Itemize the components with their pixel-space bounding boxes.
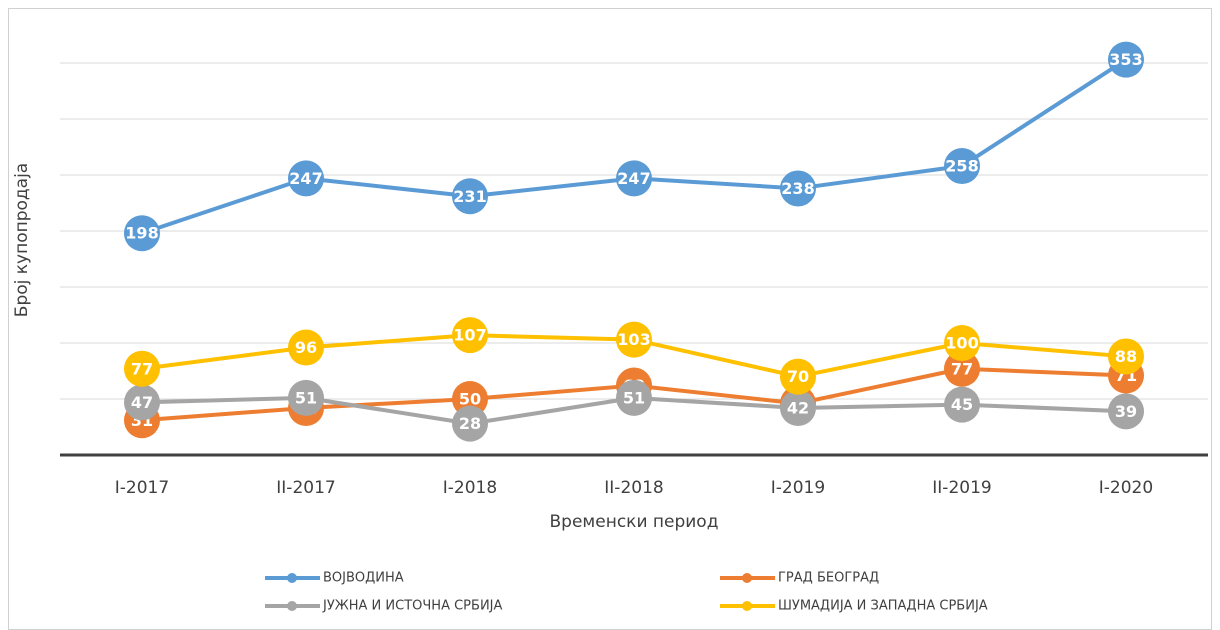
data-point — [944, 325, 980, 361]
data-label: 96 — [295, 338, 317, 357]
data-point — [944, 386, 980, 423]
data-label: 100 — [945, 334, 978, 353]
data-point — [288, 329, 324, 366]
data-label: 77 — [951, 359, 973, 378]
data-label: 50 — [459, 390, 481, 409]
legend-label: ВОЈВОДИНА — [323, 571, 404, 586]
x-axis-label: Временски период — [550, 512, 719, 532]
data-label: 247 — [617, 169, 650, 188]
data-label: 39 — [1115, 402, 1137, 421]
chart-border — [8, 8, 1212, 630]
data-point — [780, 389, 816, 426]
data-label: 231 — [453, 187, 486, 206]
x-tick-label: II-2018 — [604, 478, 663, 498]
data-point — [1108, 393, 1144, 430]
data-point — [452, 381, 488, 417]
data-label: 247 — [289, 169, 322, 188]
data-label: 353 — [1109, 50, 1142, 69]
y-axis-label: Број купопродаја — [12, 163, 32, 317]
data-point — [780, 358, 816, 395]
data-point — [288, 379, 324, 416]
data-point — [124, 350, 160, 387]
legend-marker — [742, 573, 752, 583]
legend-label: ШУМАДИЈА И ЗАПАДНА СРБИЈА — [778, 599, 988, 614]
data-label: 258 — [945, 157, 978, 176]
x-tick-label: I-2018 — [443, 478, 497, 498]
data-label: 47 — [131, 393, 153, 412]
data-point — [616, 321, 652, 358]
data-point — [452, 317, 488, 354]
x-tick-label: I-2017 — [115, 478, 169, 498]
x-tick-label: I-2020 — [1099, 478, 1153, 498]
data-label: 51 — [295, 388, 317, 407]
data-label: 198 — [125, 224, 158, 243]
data-point — [1108, 41, 1144, 78]
data-label: 103 — [617, 330, 650, 349]
data-label: 88 — [1115, 347, 1137, 366]
legend-label: ГРАД БЕОГРАД — [778, 571, 879, 586]
data-label: 238 — [781, 179, 814, 198]
legend-marker — [287, 573, 297, 583]
data-point — [124, 215, 160, 252]
data-point — [1108, 338, 1144, 375]
legend-marker — [287, 601, 297, 611]
data-point — [944, 148, 980, 185]
data-label: 51 — [623, 388, 645, 407]
legend-label: ЈУЖНА И ИСТОЧНА СРБИЈА — [322, 599, 502, 614]
data-point — [124, 384, 160, 421]
data-point — [616, 379, 652, 416]
data-point — [452, 405, 488, 442]
data-label: 42 — [787, 398, 809, 417]
data-label: 45 — [951, 395, 973, 414]
data-label: 70 — [787, 367, 809, 386]
data-point — [616, 160, 652, 197]
legend-marker — [742, 601, 752, 611]
x-tick-label: II-2017 — [276, 478, 335, 498]
data-label: 77 — [131, 359, 153, 378]
data-label: 107 — [453, 326, 486, 345]
data-point — [780, 170, 816, 207]
data-point — [288, 160, 324, 197]
x-tick-label: I-2019 — [771, 478, 825, 498]
x-tick-label: II-2019 — [932, 478, 991, 498]
data-point — [944, 350, 980, 387]
data-label: 28 — [459, 414, 481, 433]
data-point — [452, 178, 488, 215]
